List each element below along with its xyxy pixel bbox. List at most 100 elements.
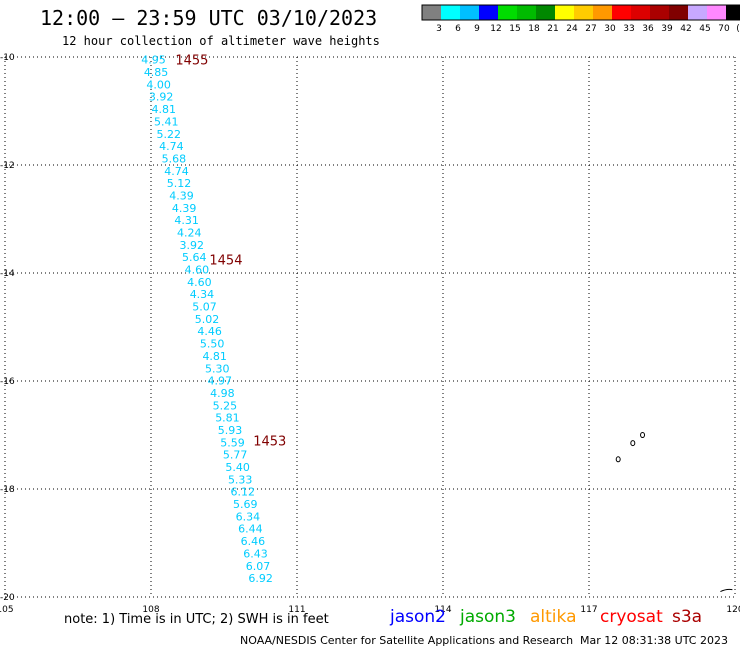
y-tick-label: -20 <box>0 593 15 603</box>
legend-label: 6 <box>455 24 461 34</box>
swh-value-label: 6.12 <box>230 486 255 499</box>
swh-value-label: 6.34 <box>236 510 260 523</box>
swh-value-label: 5.07 <box>192 301 217 314</box>
legend-swatch <box>441 5 460 20</box>
swh-value-label: 6.46 <box>241 535 266 548</box>
y-tick-label: -14 <box>0 269 15 279</box>
legend-swatch <box>726 5 740 20</box>
coastline-shape <box>720 588 733 593</box>
legend-swatch <box>612 5 631 20</box>
swh-value-label: 4.34 <box>190 288 215 301</box>
pass-time-label: 1453 <box>253 434 286 449</box>
legend-label: 42 <box>680 24 691 34</box>
legend-label: 39 <box>661 24 673 34</box>
footer-credit: NOAA/NESDIS Center for Satellite Applica… <box>240 634 574 647</box>
x-tick-label: 108 <box>142 605 159 615</box>
swh-value-label: 4.95 <box>141 54 166 67</box>
legend-label: 18 <box>528 24 540 34</box>
swh-value-label: 5.40 <box>225 461 250 474</box>
legend-swatch <box>422 5 441 20</box>
legend-label: 9 <box>474 24 480 34</box>
legend-swatch <box>631 5 650 20</box>
legend-label: 36 <box>642 24 654 34</box>
x-tick-label: 120 <box>726 605 740 615</box>
page-subtitle: 12 hour collection of altimeter wave hei… <box>62 34 380 48</box>
y-tick-label: -18 <box>0 485 15 495</box>
legend-swatch <box>517 5 536 20</box>
x-tick-label: 111 <box>288 605 305 615</box>
swh-value-label: 6.44 <box>238 523 263 536</box>
swh-value-label: 5.77 <box>223 449 248 462</box>
swh-value-label: 6.07 <box>246 560 270 573</box>
swh-value-label: 5.81 <box>215 412 240 425</box>
swh-value-label: 4.24 <box>177 227 202 240</box>
swh-value-label: 4.60 <box>187 276 212 289</box>
swh-value-label: 5.69 <box>233 498 257 511</box>
legend-label: 30 <box>604 24 616 34</box>
swh-value-label: 5.25 <box>213 399 238 412</box>
swh-value-label: 5.30 <box>205 362 230 375</box>
legend-swatch <box>555 5 574 20</box>
legend-label: 33 <box>623 24 634 34</box>
swh-value-label: 6.92 <box>248 572 272 585</box>
page-title: 12:00 — 23:59 UTC 03/10/2023 <box>40 6 378 30</box>
legend-swatch <box>707 5 726 20</box>
pass-time-label: 1455 <box>175 54 208 69</box>
satellite-label-s3a: s3a <box>672 607 703 627</box>
legend-swatch <box>479 5 498 20</box>
swh-value-label: 4.81 <box>202 350 227 363</box>
pass-time-label: 1454 <box>209 254 242 269</box>
legend-swatch <box>669 5 688 20</box>
swh-value-label: 4.00 <box>146 78 171 91</box>
swh-value-label: 5.59 <box>220 436 245 449</box>
swh-value-label: 5.33 <box>228 473 253 486</box>
satellite-label-cryosat: cryosat <box>600 607 663 627</box>
swh-value-label: 5.41 <box>154 115 179 128</box>
legend-swatch <box>650 5 669 20</box>
swh-value-label: 4.85 <box>144 66 169 79</box>
swh-value-label: 3.92 <box>149 91 174 104</box>
swh-value-label: 5.02 <box>195 313 220 326</box>
legend-label: 21 <box>547 24 558 34</box>
x-tick-label: 117 <box>580 605 597 615</box>
swh-value-label: 3.92 <box>180 239 205 252</box>
swh-value-label: 4.60 <box>185 264 210 277</box>
swh-value-label: 4.74 <box>159 140 184 153</box>
legend-label: 15 <box>509 24 520 34</box>
legend-swatch <box>460 5 479 20</box>
legend-swatch <box>574 5 593 20</box>
footer-timestamp: Mar 12 08:31:38 UTC 2023 <box>580 634 728 647</box>
legend-label: 45 <box>699 24 710 34</box>
swh-value-label: 5.22 <box>157 128 182 141</box>
swh-value-label: 4.74 <box>164 165 189 178</box>
swh-value-label: 5.64 <box>182 251 207 264</box>
island-shape <box>630 440 636 447</box>
satellite-label-jason2: jason2 <box>390 607 446 627</box>
legend-label: 3 <box>436 24 442 34</box>
legend-swatch <box>536 5 555 20</box>
legend-label: 24 <box>566 24 578 34</box>
swh-value-label: 6.43 <box>243 547 268 560</box>
swh-value-label: 5.68 <box>162 152 187 165</box>
y-tick-label: -10 <box>0 53 15 63</box>
swh-value-label: 4.39 <box>172 202 197 215</box>
satellite-label-altika: altika <box>530 607 577 627</box>
legend-swatch <box>593 5 612 20</box>
swh-value-label: 5.12 <box>167 177 192 190</box>
island-shape <box>615 456 621 463</box>
legend-swatch <box>688 5 707 20</box>
legend-label: 27 <box>585 24 596 34</box>
swh-value-label: 4.98 <box>210 387 235 400</box>
swh-value-label: 4.97 <box>208 375 233 388</box>
swh-value-label: 4.46 <box>197 325 222 338</box>
swh-value-label: 4.81 <box>151 103 176 116</box>
x-tick-label: 114 <box>434 605 451 615</box>
satellite-label-jason3: jason3 <box>460 607 516 627</box>
legend-label: 12 <box>490 24 501 34</box>
x-tick-label: 105 <box>0 605 14 615</box>
footer-note: note: 1) Time is in UTC; 2) SWH is in fe… <box>64 612 329 627</box>
y-tick-label: -12 <box>0 161 15 171</box>
legend-label: 70 <box>718 24 730 34</box>
